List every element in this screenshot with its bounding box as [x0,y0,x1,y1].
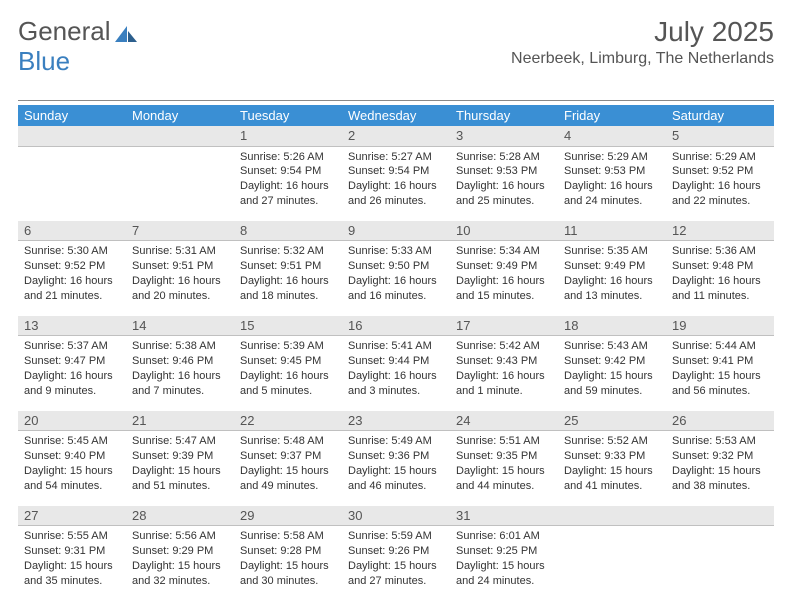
date-cell: 23 [342,411,450,431]
date-cell: 19 [666,316,774,336]
info-row: Sunrise: 5:30 AMSunset: 9:52 PMDaylight:… [18,241,774,316]
date-cell: 8 [234,221,342,241]
info-cell: Sunrise: 5:47 AMSunset: 9:39 PMDaylight:… [126,431,234,506]
date-cell: 28 [126,506,234,526]
weekday-header: Monday [126,105,234,126]
date-row: 2728293031 [18,506,774,526]
weekday-header: Sunday [18,105,126,126]
info-row: Sunrise: 5:37 AMSunset: 9:47 PMDaylight:… [18,336,774,411]
weekday-header: Wednesday [342,105,450,126]
info-cell: Sunrise: 5:32 AMSunset: 9:51 PMDaylight:… [234,241,342,316]
date-cell: 3 [450,126,558,146]
info-row: Sunrise: 5:55 AMSunset: 9:31 PMDaylight:… [18,526,774,601]
info-cell: Sunrise: 5:26 AMSunset: 9:54 PMDaylight:… [234,146,342,221]
date-cell: 13 [18,316,126,336]
title-block: July 2025 Neerbeek, Limburg, The Netherl… [511,16,774,68]
info-cell: Sunrise: 5:35 AMSunset: 9:49 PMDaylight:… [558,241,666,316]
date-cell [126,126,234,146]
info-cell: Sunrise: 5:28 AMSunset: 9:53 PMDaylight:… [450,146,558,221]
date-cell: 5 [666,126,774,146]
info-cell: Sunrise: 5:53 AMSunset: 9:32 PMDaylight:… [666,431,774,506]
date-cell: 9 [342,221,450,241]
date-row: 12345 [18,126,774,146]
logo-word2: Blue [18,46,70,76]
info-cell: Sunrise: 5:52 AMSunset: 9:33 PMDaylight:… [558,431,666,506]
date-cell: 10 [450,221,558,241]
date-cell: 21 [126,411,234,431]
date-cell: 30 [342,506,450,526]
info-cell [18,146,126,221]
logo-sail-icon [115,20,137,51]
info-cell: Sunrise: 5:34 AMSunset: 9:49 PMDaylight:… [450,241,558,316]
date-cell: 15 [234,316,342,336]
info-cell: Sunrise: 5:48 AMSunset: 9:37 PMDaylight:… [234,431,342,506]
date-cell: 22 [234,411,342,431]
info-row: Sunrise: 5:45 AMSunset: 9:40 PMDaylight:… [18,431,774,506]
date-cell: 11 [558,221,666,241]
info-cell: Sunrise: 6:01 AMSunset: 9:25 PMDaylight:… [450,526,558,601]
info-cell: Sunrise: 5:55 AMSunset: 9:31 PMDaylight:… [18,526,126,601]
info-cell: Sunrise: 5:44 AMSunset: 9:41 PMDaylight:… [666,336,774,411]
weekday-header: Friday [558,105,666,126]
date-cell: 20 [18,411,126,431]
info-cell [666,526,774,601]
date-cell: 29 [234,506,342,526]
logo-word1: General [18,16,111,47]
weekday-header: Thursday [450,105,558,126]
date-cell: 25 [558,411,666,431]
info-cell: Sunrise: 5:58 AMSunset: 9:28 PMDaylight:… [234,526,342,601]
info-cell: Sunrise: 5:29 AMSunset: 9:53 PMDaylight:… [558,146,666,221]
info-cell: Sunrise: 5:27 AMSunset: 9:54 PMDaylight:… [342,146,450,221]
header: General July 2025 Neerbeek, Limburg, The… [18,16,774,68]
top-rule [18,100,774,101]
location-subtitle: Neerbeek, Limburg, The Netherlands [511,50,774,68]
info-cell: Sunrise: 5:51 AMSunset: 9:35 PMDaylight:… [450,431,558,506]
date-cell: 2 [342,126,450,146]
info-cell: Sunrise: 5:37 AMSunset: 9:47 PMDaylight:… [18,336,126,411]
weekday-header: Tuesday [234,105,342,126]
date-cell: 7 [126,221,234,241]
info-cell: Sunrise: 5:45 AMSunset: 9:40 PMDaylight:… [18,431,126,506]
info-cell: Sunrise: 5:43 AMSunset: 9:42 PMDaylight:… [558,336,666,411]
info-cell: Sunrise: 5:56 AMSunset: 9:29 PMDaylight:… [126,526,234,601]
info-row: Sunrise: 5:26 AMSunset: 9:54 PMDaylight:… [18,146,774,221]
info-cell: Sunrise: 5:36 AMSunset: 9:48 PMDaylight:… [666,241,774,316]
date-cell: 14 [126,316,234,336]
info-cell: Sunrise: 5:49 AMSunset: 9:36 PMDaylight:… [342,431,450,506]
date-row: 13141516171819 [18,316,774,336]
date-cell: 4 [558,126,666,146]
info-cell: Sunrise: 5:31 AMSunset: 9:51 PMDaylight:… [126,241,234,316]
info-cell: Sunrise: 5:39 AMSunset: 9:45 PMDaylight:… [234,336,342,411]
date-cell: 16 [342,316,450,336]
info-cell: Sunrise: 5:33 AMSunset: 9:50 PMDaylight:… [342,241,450,316]
date-cell: 18 [558,316,666,336]
date-cell [558,506,666,526]
date-cell: 26 [666,411,774,431]
weekday-header: Saturday [666,105,774,126]
date-cell [666,506,774,526]
info-cell: Sunrise: 5:42 AMSunset: 9:43 PMDaylight:… [450,336,558,411]
info-cell: Sunrise: 5:59 AMSunset: 9:26 PMDaylight:… [342,526,450,601]
date-cell: 17 [450,316,558,336]
date-cell: 12 [666,221,774,241]
info-cell: Sunrise: 5:38 AMSunset: 9:46 PMDaylight:… [126,336,234,411]
info-cell: Sunrise: 5:30 AMSunset: 9:52 PMDaylight:… [18,241,126,316]
date-row: 20212223242526 [18,411,774,431]
page-title: July 2025 [511,16,774,48]
date-cell: 24 [450,411,558,431]
info-cell: Sunrise: 5:29 AMSunset: 9:52 PMDaylight:… [666,146,774,221]
info-cell [126,146,234,221]
calendar-table: Sunday Monday Tuesday Wednesday Thursday… [18,105,774,600]
date-cell: 27 [18,506,126,526]
weekday-header-row: Sunday Monday Tuesday Wednesday Thursday… [18,105,774,126]
date-cell [18,126,126,146]
date-cell: 31 [450,506,558,526]
date-cell: 1 [234,126,342,146]
date-cell: 6 [18,221,126,241]
info-cell: Sunrise: 5:41 AMSunset: 9:44 PMDaylight:… [342,336,450,411]
info-cell [558,526,666,601]
date-row: 6789101112 [18,221,774,241]
